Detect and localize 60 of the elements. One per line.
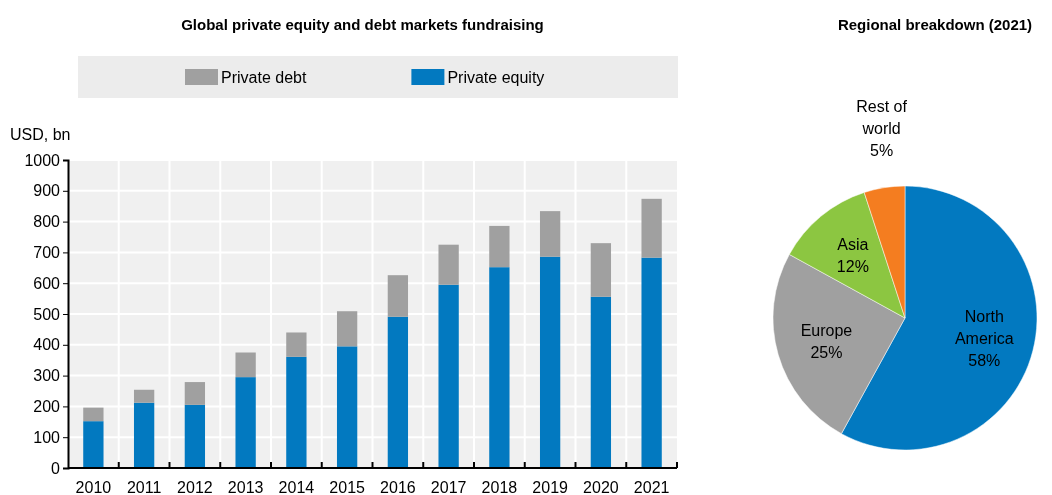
x-tick-label: 2020 [583,479,619,495]
slice-label: Asia [837,235,869,253]
slice-label: Rest of world [856,97,908,137]
bar [489,267,510,468]
y-axis-title: USD, bn [10,126,71,143]
x-tick-label: 2019 [532,479,569,495]
bar [286,356,307,468]
bar [641,198,662,258]
x-tick-label: 2015 [329,479,366,495]
y-tick-label: 500 [33,305,61,323]
slice-label: Europe [800,321,853,339]
y-tick-label: 200 [33,398,61,416]
x-tick-label: 2014 [278,479,315,495]
x-tick-label: 2016 [380,479,416,495]
bar [184,382,206,405]
y-tick-label: 600 [33,274,61,292]
y-tick-label: 700 [33,244,61,262]
x-tick-label: 2010 [75,479,112,495]
data-label: 12% [836,257,869,275]
bar [387,275,409,317]
bar [184,404,206,468]
bar [83,407,104,422]
bar [438,244,459,285]
legend-label: Private debt [221,69,307,86]
y-tick-label: 1000 [24,151,61,169]
bar [641,257,662,468]
chart-title: Regional breakdown (2021) [837,16,1033,33]
legend-label: Private equity [447,69,545,86]
bar [83,421,104,468]
bar [387,316,409,468]
data-label: 25% [810,343,843,361]
bar [590,243,612,297]
x-tick-label: 2011 [126,479,162,495]
x-tick-label: 2021 [633,479,670,495]
bar [286,332,307,357]
chart-title: Global private equity and debt markets fundraising [181,16,544,33]
bar [133,389,155,403]
x-tick-label: 2012 [177,479,213,495]
slice-label: North America [954,308,1014,348]
x-tick-label: 2013 [227,479,264,495]
y-tick-label: 300 [33,367,61,385]
bar [336,346,358,468]
y-tick-label: 0 [51,459,61,477]
bar [336,311,358,347]
bar [133,402,155,468]
x-tick-label: 2018 [481,479,518,495]
y-tick-label: 900 [33,182,61,200]
bar [438,284,459,468]
bar [539,256,561,468]
x-tick-label: 2017 [430,479,467,495]
bar [235,352,256,378]
y-tick-label: 800 [33,213,61,231]
bar [235,377,256,468]
y-tick-label: 100 [33,428,61,446]
bar [590,296,612,468]
bar [539,211,561,257]
data-label: 5% [869,141,894,159]
data-label: 58% [968,352,1001,370]
bar [489,225,510,268]
y-tick-label: 400 [33,336,61,354]
